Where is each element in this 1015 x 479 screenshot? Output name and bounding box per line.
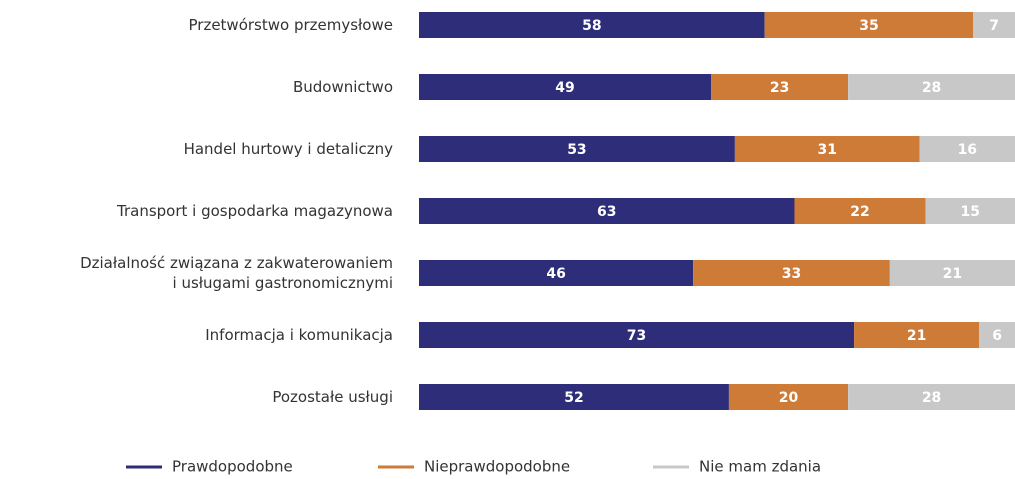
category-label: Transport i gospodarka magazynowa bbox=[117, 202, 393, 220]
value-label: 28 bbox=[922, 390, 941, 406]
value-label: 52 bbox=[564, 390, 583, 406]
bar-segment bbox=[419, 384, 729, 410]
bar-segment bbox=[889, 260, 1015, 286]
value-label: 15 bbox=[961, 204, 980, 220]
bar-segment bbox=[919, 136, 1015, 162]
bar-segment bbox=[734, 136, 920, 162]
category-label: Przetwórstwo przemysłowe bbox=[188, 16, 394, 34]
legend-label: Nie mam zdania bbox=[699, 458, 821, 476]
category-label: Informacja i komunikacja bbox=[205, 326, 393, 344]
bar-segment bbox=[419, 322, 855, 348]
value-label: 73 bbox=[627, 328, 646, 344]
bar-segment bbox=[848, 384, 1015, 410]
bar-segment bbox=[419, 12, 765, 38]
value-label: 20 bbox=[779, 390, 799, 406]
category-label: Budownictwo bbox=[292, 78, 393, 96]
bar-segment bbox=[693, 260, 890, 286]
value-label: 28 bbox=[922, 80, 941, 96]
category-label: Pozostałe usługi bbox=[272, 388, 393, 406]
bar-segment bbox=[728, 384, 849, 410]
value-label: 21 bbox=[907, 328, 926, 344]
value-label: 7 bbox=[989, 18, 999, 34]
legend-label: Nieprawdopodobne bbox=[424, 458, 570, 476]
value-label: 46 bbox=[546, 266, 565, 282]
value-label: 63 bbox=[597, 204, 616, 220]
value-label: 21 bbox=[943, 266, 962, 282]
bar-segment bbox=[979, 322, 1015, 348]
bar-segment bbox=[854, 322, 980, 348]
bar-segment bbox=[419, 74, 712, 100]
bar-segment bbox=[848, 74, 1015, 100]
value-label: 49 bbox=[555, 80, 574, 96]
bar-segment bbox=[419, 260, 694, 286]
value-label: 33 bbox=[782, 266, 801, 282]
value-label: 31 bbox=[818, 142, 837, 158]
value-label: 6 bbox=[992, 328, 1002, 344]
value-label: 58 bbox=[582, 18, 601, 34]
value-label: 23 bbox=[770, 80, 789, 96]
bar-segment bbox=[794, 198, 926, 224]
bar-segment bbox=[419, 136, 735, 162]
bar-segment bbox=[973, 12, 1015, 38]
value-label: 35 bbox=[859, 18, 878, 34]
legend-label: Prawdopodobne bbox=[172, 458, 293, 476]
bar-segment bbox=[925, 198, 1015, 224]
category-label: Działalność związana z zakwaterowaniem i… bbox=[80, 254, 393, 292]
bar-segment bbox=[419, 198, 795, 224]
bar-segment bbox=[764, 12, 974, 38]
bar-segment bbox=[711, 74, 849, 100]
value-label: 16 bbox=[958, 142, 977, 158]
category-label: Handel hurtowy i detaliczny bbox=[183, 140, 393, 158]
value-label: 22 bbox=[850, 204, 869, 220]
value-label: 53 bbox=[567, 142, 586, 158]
